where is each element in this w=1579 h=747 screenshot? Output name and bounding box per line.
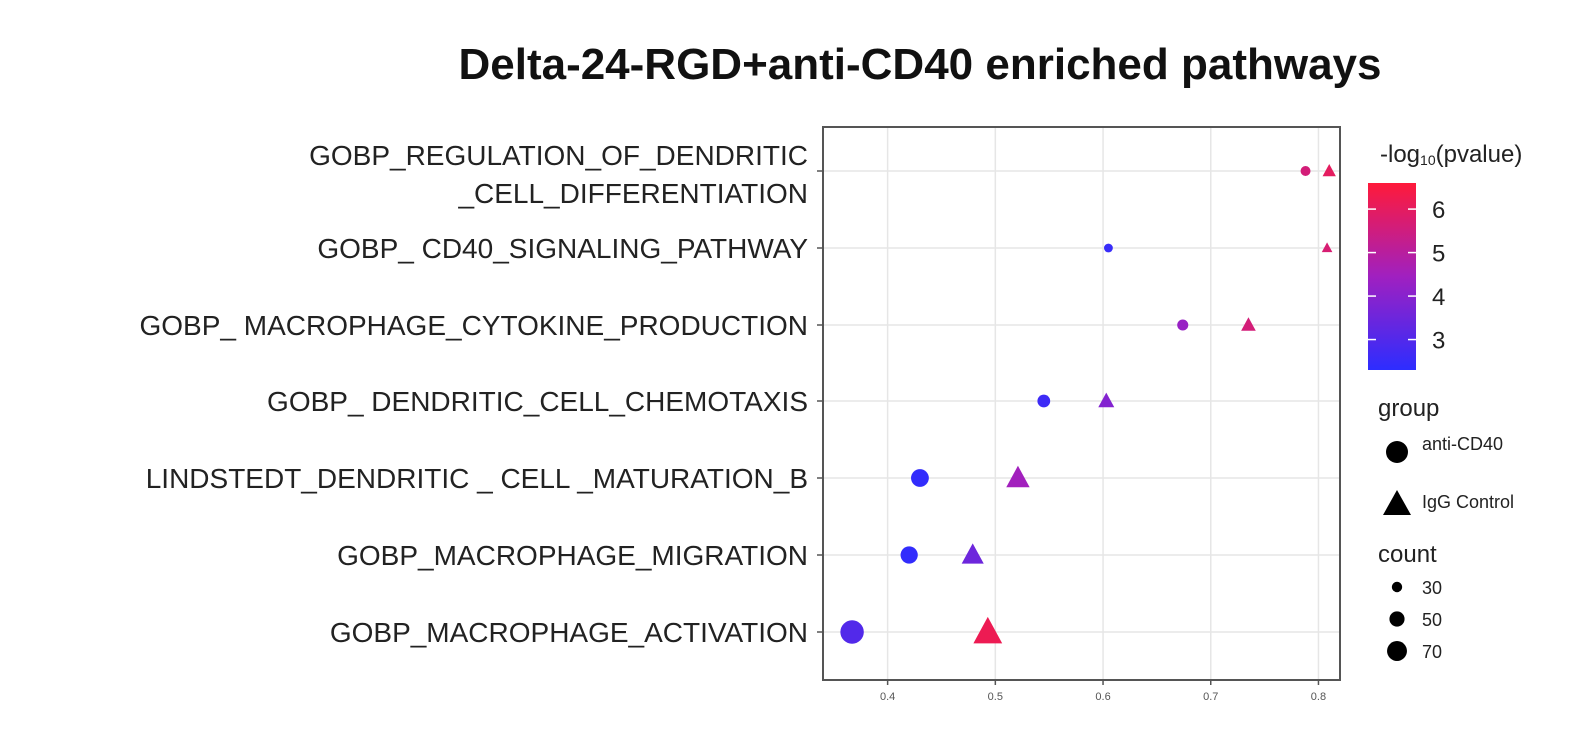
anti-cd40-point: [1300, 166, 1311, 176]
y-tick-label: GOBP_ DENDRITIC_CELL_CHEMOTAXIS: [267, 386, 808, 417]
anti-cd40-point: [900, 546, 918, 564]
y-tick-label: GOBP_MACROPHAGE_ACTIVATION: [330, 617, 808, 648]
igg-control-point: [961, 543, 984, 564]
x-tick-label: 0.7: [1203, 691, 1218, 703]
colorbar-tick-label: 5: [1432, 241, 1445, 268]
colorbar: [1368, 183, 1416, 370]
igg-control-point: [1241, 317, 1256, 331]
group-legend-label: IgG Control: [1422, 492, 1514, 512]
y-tick-label: LINDSTEDT_DENDRITIC _ CELL _MATURATION_B: [146, 463, 808, 494]
count-legend-label: 50: [1422, 610, 1442, 630]
igg-control-point: [1321, 242, 1333, 253]
igg-control-point: [1006, 465, 1030, 488]
igg-control-point: [1322, 164, 1336, 177]
count-legend-key: [1387, 641, 1407, 661]
x-tick-label: 0.5: [988, 691, 1003, 703]
group-legend-label: anti-CD40: [1422, 434, 1503, 454]
colorbar-tick-label: 4: [1432, 284, 1445, 311]
anti-cd40-point: [1177, 319, 1189, 331]
y-tick-label: GOBP_MACROPHAGE_MIGRATION: [337, 540, 808, 571]
colorbar-tick-label: 3: [1432, 328, 1445, 355]
y-tick-label: GOBP_REGULATION_OF_DENDRITIC: [309, 140, 808, 171]
count-legend-title: count: [1378, 541, 1437, 568]
anti-cd40-point: [840, 620, 864, 644]
count-legend-label: 30: [1422, 578, 1442, 598]
colorbar-tick-label: 6: [1432, 197, 1445, 224]
x-tick-label: 0.4: [880, 691, 895, 703]
igg-control-point: [1098, 392, 1115, 408]
plot-panel: [822, 126, 1341, 681]
anti-cd40-point: [1037, 394, 1051, 408]
group-legend-circle-key: [1386, 441, 1408, 463]
anti-cd40-point: [1104, 243, 1113, 253]
igg-control-point: [973, 616, 1003, 644]
count-legend-key: [1389, 611, 1405, 627]
y-tick-label: GOBP_ MACROPHAGE_CYTOKINE_PRODUCTION: [140, 310, 809, 341]
y-tick-label: GOBP_ CD40_SIGNALING_PATHWAY: [317, 233, 808, 264]
group-legend-triangle-key: [1383, 490, 1411, 515]
group-legend-title: group: [1378, 395, 1439, 422]
count-legend-label: 70: [1422, 642, 1442, 662]
x-tick-label: 0.8: [1311, 691, 1326, 703]
y-tick-label: _CELL_DIFFERENTIATION: [457, 178, 808, 209]
color-legend-title: -log10(pvalue): [1380, 141, 1522, 168]
x-tick-label: 0.6: [1095, 691, 1110, 703]
anti-cd40-point: [911, 469, 929, 487]
count-legend-key: [1391, 581, 1403, 593]
chart-title: Delta-24-RGD+anti-CD40 enriched pathways: [458, 40, 1382, 89]
